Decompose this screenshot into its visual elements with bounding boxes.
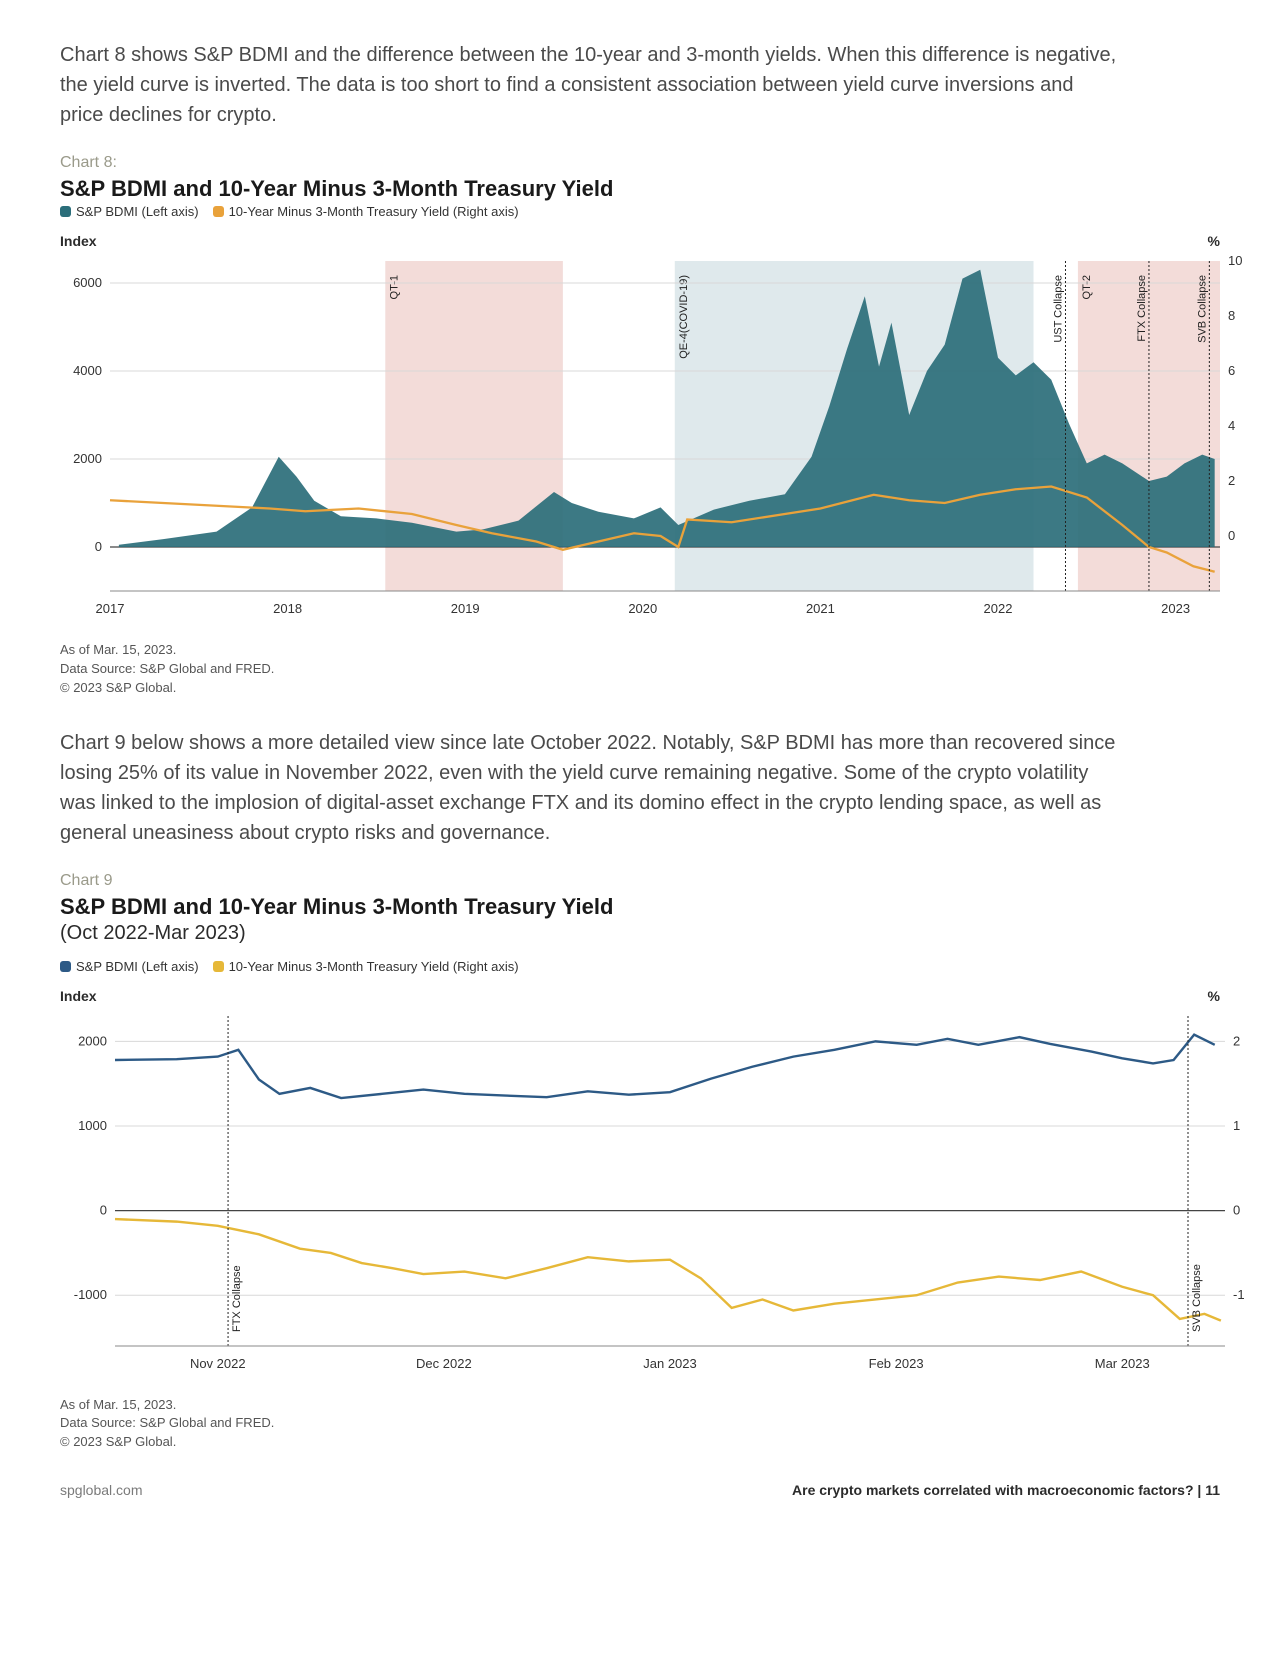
svg-text:6000: 6000: [73, 275, 102, 290]
svg-text:8: 8: [1228, 308, 1235, 323]
chart8-swatch-1: [60, 206, 71, 217]
chart9-swatch-1: [60, 961, 71, 972]
chart9-footnote-3: © 2023 S&P Global.: [60, 1433, 1220, 1452]
chart9-right-axis-label: %: [1208, 988, 1220, 1004]
chart9-title: S&P BDMI and 10-Year Minus 3-Month Treas…: [60, 894, 1220, 920]
svg-text:SVB Collapse: SVB Collapse: [1191, 1264, 1203, 1332]
chart9-footnotes: As of Mar. 15, 2023. Data Source: S&P Gl…: [60, 1396, 1220, 1453]
svg-text:2023: 2023: [1161, 601, 1190, 616]
chart9-subtitle: (Oct 2022-Mar 2023): [60, 922, 1220, 945]
svg-text:QT-1: QT-1: [388, 275, 400, 299]
svg-text:6: 6: [1228, 363, 1235, 378]
svg-text:Dec 2022: Dec 2022: [416, 1356, 472, 1371]
svg-text:10: 10: [1228, 255, 1242, 268]
chart8-footnote-3: © 2023 S&P Global.: [60, 679, 1220, 698]
svg-text:0: 0: [1228, 528, 1235, 543]
svg-text:2000: 2000: [78, 1033, 107, 1048]
chart8-right-axis-label: %: [1208, 233, 1220, 249]
svg-text:0: 0: [95, 539, 102, 554]
svg-text:QT-2: QT-2: [1081, 275, 1093, 299]
chart8-axis-labels: Index %: [60, 233, 1220, 249]
svg-text:QE-4(COVID-19): QE-4(COVID-19): [678, 275, 690, 359]
chart8-footnote-1: As of Mar. 15, 2023.: [60, 641, 1220, 660]
chart8-swatch-2: [213, 206, 224, 217]
svg-text:2: 2: [1228, 473, 1235, 488]
chart8-svg: QT-1 QE-4(COVID-19) QT-2 0 2000 4000 6000 0 2 4 6 8…: [60, 255, 1260, 627]
svg-text:4000: 4000: [73, 363, 102, 378]
chart9-footnote-1: As of Mar. 15, 2023.: [60, 1396, 1220, 1415]
chart9-legend-item-2: 10-Year Minus 3-Month Treasury Yield (Ri…: [213, 959, 519, 974]
svg-text:2021: 2021: [806, 601, 835, 616]
chart8-legend: S&P BDMI (Left axis) 10-Year Minus 3-Mon…: [60, 204, 1220, 219]
svg-text:0: 0: [1233, 1202, 1240, 1217]
svg-text:SVB Collapse: SVB Collapse: [1196, 275, 1208, 343]
svg-text:-1: -1: [1233, 1287, 1245, 1302]
footer-left: spglobal.com: [60, 1482, 143, 1498]
svg-text:-1000: -1000: [74, 1287, 107, 1302]
intro-paragraph-2: Chart 9 below shows a more detailed view…: [60, 728, 1120, 848]
chart8-legend-item-1: S&P BDMI (Left axis): [60, 204, 199, 219]
chart9-left-axis-label: Index: [60, 988, 97, 1004]
svg-text:UST Collapse: UST Collapse: [1052, 275, 1064, 343]
chart8-label: Chart 8:: [60, 154, 1220, 172]
chart8-left-axis-label: Index: [60, 233, 97, 249]
svg-text:2022: 2022: [984, 601, 1013, 616]
chart8-block: Chart 8: S&P BDMI and 10-Year Minus 3-Mo…: [60, 154, 1220, 698]
chart9-legend-label-1: S&P BDMI (Left axis): [76, 959, 199, 974]
svg-text:1: 1: [1233, 1118, 1240, 1133]
svg-text:FTX Collapse: FTX Collapse: [231, 1265, 243, 1332]
svg-text:2020: 2020: [628, 601, 657, 616]
svg-text:4: 4: [1228, 418, 1235, 433]
svg-text:2: 2: [1233, 1033, 1240, 1048]
chart9-legend: S&P BDMI (Left axis) 10-Year Minus 3-Mon…: [60, 959, 1220, 974]
svg-text:FTX Collapse: FTX Collapse: [1136, 275, 1148, 342]
chart9-legend-label-2: 10-Year Minus 3-Month Treasury Yield (Ri…: [229, 959, 519, 974]
svg-text:Feb 2023: Feb 2023: [869, 1356, 924, 1371]
footer-right: Are crypto markets correlated with macro…: [792, 1482, 1220, 1498]
chart9-label: Chart 9: [60, 872, 1220, 890]
chart9-svg: -1000 0 1000 2000 -1 0 1 2 FTX Collapse SVB Colla…: [60, 1010, 1265, 1382]
svg-text:2000: 2000: [73, 451, 102, 466]
chart9-footnote-2: Data Source: S&P Global and FRED.: [60, 1414, 1220, 1433]
intro-paragraph-1: Chart 8 shows S&P BDMI and the differenc…: [60, 40, 1120, 130]
svg-text:2018: 2018: [273, 601, 302, 616]
svg-text:1000: 1000: [78, 1118, 107, 1133]
svg-text:Jan 2023: Jan 2023: [643, 1356, 697, 1371]
svg-text:2017: 2017: [96, 601, 125, 616]
page-footer: spglobal.com Are crypto markets correlat…: [60, 1482, 1220, 1498]
svg-text:Nov 2022: Nov 2022: [190, 1356, 246, 1371]
svg-text:0: 0: [100, 1202, 107, 1217]
chart9-legend-item-1: S&P BDMI (Left axis): [60, 959, 199, 974]
chart9-axis-labels: Index %: [60, 988, 1220, 1004]
svg-text:2019: 2019: [451, 601, 480, 616]
chart8-footnotes: As of Mar. 15, 2023. Data Source: S&P Gl…: [60, 641, 1220, 698]
chart8-legend-label-2: 10-Year Minus 3-Month Treasury Yield (Ri…: [229, 204, 519, 219]
chart9-swatch-2: [213, 961, 224, 972]
chart8-title: S&P BDMI and 10-Year Minus 3-Month Treas…: [60, 176, 1220, 202]
svg-text:Mar 2023: Mar 2023: [1095, 1356, 1150, 1371]
chart9-block: Chart 9 S&P BDMI and 10-Year Minus 3-Mon…: [60, 872, 1220, 1453]
chart8-legend-label-1: S&P BDMI (Left axis): [76, 204, 199, 219]
chart8-footnote-2: Data Source: S&P Global and FRED.: [60, 660, 1220, 679]
chart8-legend-item-2: 10-Year Minus 3-Month Treasury Yield (Ri…: [213, 204, 519, 219]
